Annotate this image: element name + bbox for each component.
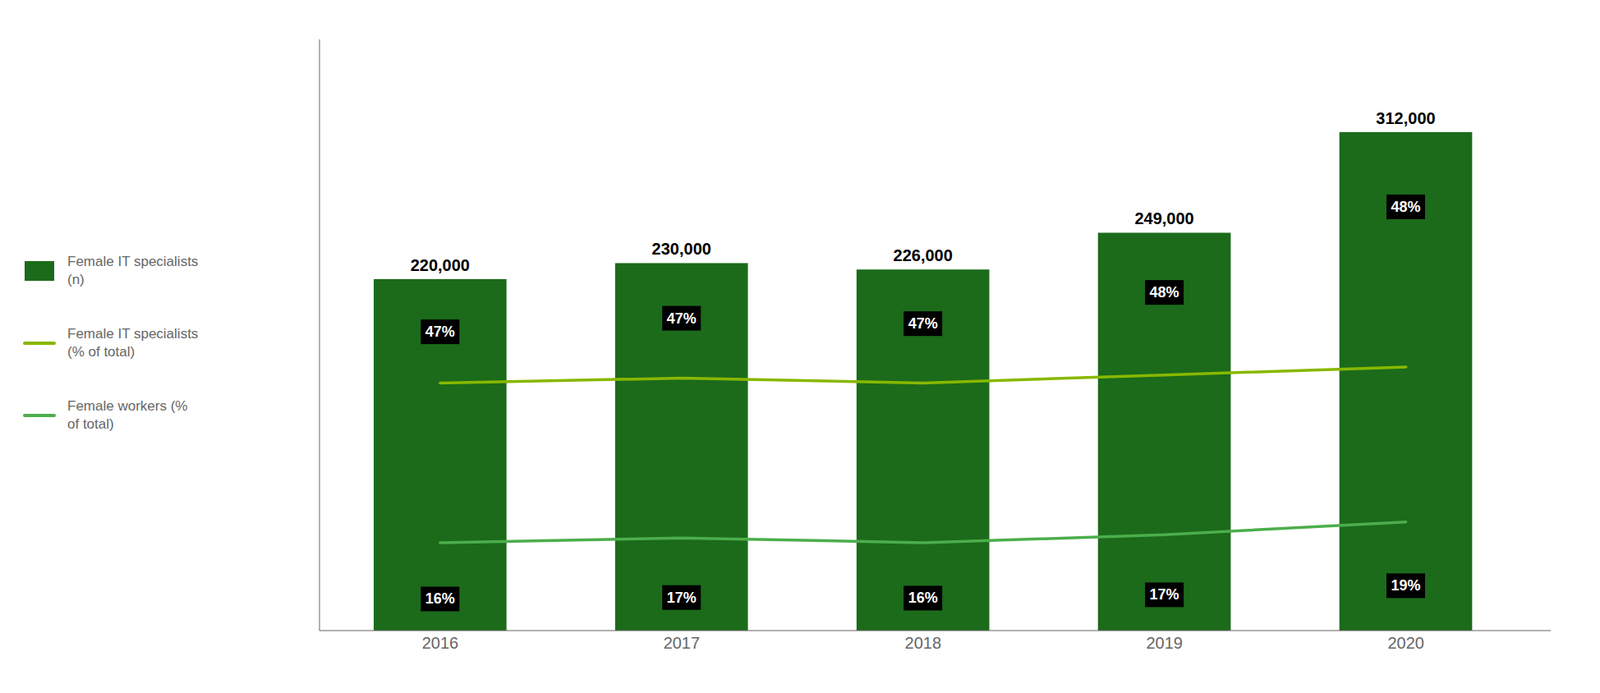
svg-text:2016: 2016 <box>422 634 460 653</box>
svg-text:230,000: 230,000 <box>652 239 712 258</box>
svg-text:2019: 2019 <box>1145 634 1183 653</box>
html-text:Female workers (% of total): Female workers (% of total) <box>67 398 188 433</box>
svg-text:19%: 19% <box>1390 577 1421 594</box>
svg-text:47%: 47% <box>425 323 456 341</box>
svg-text:2017: 2017 <box>663 634 701 653</box>
html-text:Female IT specialists (% of to: Female IT specialists (% of total) <box>67 325 199 360</box>
svg-text:47%: 47% <box>908 315 938 332</box>
svg-text:2020: 2020 <box>1387 634 1425 653</box>
svg-text:226,000: 226,000 <box>893 246 953 265</box>
svg-text:249,000: 249,000 <box>1134 209 1194 228</box>
svg-text:312,000: 312,000 <box>1375 109 1435 128</box>
svg-text:48%: 48% <box>1149 284 1180 301</box>
svg-text:220,000: 220,000 <box>410 256 470 275</box>
svg-text:48%: 48% <box>1390 198 1421 216</box>
svg-text:16%: 16% <box>908 589 938 607</box>
svg-text:16%: 16% <box>425 590 456 607</box>
svg-text:47%: 47% <box>666 310 697 327</box>
svg-text:17%: 17% <box>1149 586 1180 603</box>
svg-text:2018: 2018 <box>905 634 943 653</box>
svg-text:17%: 17% <box>666 589 697 607</box>
html-text:Female IT specialists (n): Female IT specialists (n) <box>67 253 199 288</box>
